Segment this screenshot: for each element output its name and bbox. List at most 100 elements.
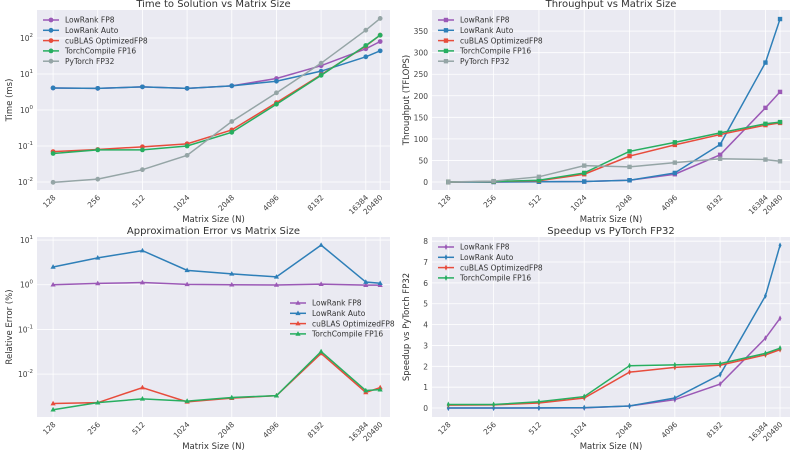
y-tick-label: 2 [423, 362, 428, 371]
chart-title: Speedup vs PyTorch FP32 [547, 226, 674, 237]
series-pytorch-fp32 [446, 156, 783, 185]
data-point [274, 78, 279, 84]
y-tick-label: 100 [20, 280, 34, 290]
x-tick-label: 4096 [261, 193, 281, 213]
y-tick-label: 150 [414, 113, 429, 122]
data-point [95, 85, 101, 91]
chart-title: Time to Solution vs Matrix Size [135, 0, 290, 10]
legend-marker [444, 274, 448, 281]
y-axis-label: Relative Error (%) [5, 289, 15, 364]
data-point [273, 274, 280, 279]
x-tick-label: 128 [41, 193, 58, 210]
x-axis-label: Matrix Size (N) [580, 215, 643, 225]
y-tick-exponent: -2 [28, 369, 33, 375]
data-point [50, 400, 56, 406]
data-point [140, 167, 145, 173]
data-point [763, 121, 768, 126]
y-tick-label: 1 [423, 383, 428, 392]
x-tick-label: 4096 [261, 420, 281, 440]
data-point [50, 406, 56, 412]
legend-marker [295, 300, 301, 305]
data-point [50, 151, 56, 156]
x-tick-label: 1024 [569, 193, 589, 213]
y-tick-label: 350 [414, 27, 429, 36]
data-point [582, 179, 587, 184]
legend-label: cuBLAS OptimizedFP8 [312, 319, 395, 328]
series-torchcompile-fp16 [50, 32, 383, 156]
data-point [491, 178, 496, 184]
data-point [718, 371, 722, 378]
y-tick-label: 250 [414, 70, 429, 79]
y-tick-label: 100 [20, 105, 34, 115]
legend-marker [443, 38, 449, 43]
legend-label: TorchCompile FP16 [459, 274, 531, 283]
data-point [582, 163, 587, 168]
x-tick-label: 128 [41, 420, 58, 437]
plot-area [37, 237, 390, 417]
x-tick-label: 256 [482, 193, 499, 210]
y-tick-label: 10-1 [18, 324, 33, 334]
data-point [628, 362, 632, 369]
legend-label: LowRank Auto [312, 309, 366, 318]
legend-label: PyTorch FP32 [460, 57, 510, 66]
data-point [377, 39, 383, 44]
data-point [777, 89, 783, 95]
y-tick-base: 10 [18, 178, 28, 187]
data-point [717, 156, 723, 161]
data-point [50, 264, 56, 269]
data-point [672, 140, 678, 145]
data-point [492, 401, 496, 408]
legend-label: LowRank Auto [460, 26, 514, 35]
data-point [318, 348, 324, 354]
data-point [318, 242, 324, 247]
y-axis-label: Throughput (TFLOPS) [402, 55, 412, 146]
subplot-1: 0 50 100 150 200 250 300 350 128 256 512 1024 2048 40… [402, 0, 790, 225]
data-point [536, 174, 542, 180]
data-point [582, 393, 586, 400]
legend-marker [295, 320, 301, 326]
data-point [717, 142, 723, 147]
chart-title: Throughput vs Matrix Size [545, 0, 677, 10]
y-tick-base: 10 [20, 106, 30, 115]
data-point [318, 60, 324, 66]
data-point [537, 404, 541, 411]
data-point [95, 176, 101, 182]
y-tick-label: 50 [418, 156, 428, 165]
legend-marker [444, 244, 448, 250]
legend-marker [295, 331, 301, 336]
legend-marker [48, 58, 54, 64]
legend-marker [444, 264, 448, 271]
x-axis-label: Matrix Size (N) [182, 215, 245, 225]
x-tick-label: 8192 [705, 420, 725, 440]
y-tick-exponent: 1 [30, 235, 34, 241]
x-axis-label: Matrix Size (N) [182, 442, 245, 450]
legend-label: LowRank FP8 [460, 243, 510, 252]
y-tick-exponent: -1 [28, 324, 33, 330]
data-point [318, 68, 324, 74]
data-point [140, 147, 145, 153]
data-point [778, 315, 782, 322]
legend-label: cuBLAS OptimizedFP8 [460, 263, 543, 272]
data-point [628, 402, 632, 409]
data-point [363, 387, 369, 393]
data-point [582, 170, 587, 176]
x-tick-label: 4096 [659, 193, 679, 213]
legend-label: TorchCompile FP16 [64, 47, 136, 56]
data-point [627, 153, 632, 159]
x-tick-label: 1024 [172, 193, 192, 213]
y-tick-base: 10 [18, 142, 28, 151]
data-point [377, 16, 383, 21]
data-point [274, 90, 279, 96]
x-tick-label: 256 [86, 420, 103, 437]
data-point [229, 129, 235, 135]
y-tick-exponent: 0 [30, 280, 34, 286]
legend-label: cuBLAS OptimizedFP8 [65, 36, 148, 45]
series-pytorch-fp32 [50, 16, 383, 185]
x-axis-label: Matrix Size (N) [580, 442, 643, 450]
y-tick-label: 0 [423, 404, 428, 413]
data-point [717, 152, 723, 158]
data-point [673, 395, 677, 402]
